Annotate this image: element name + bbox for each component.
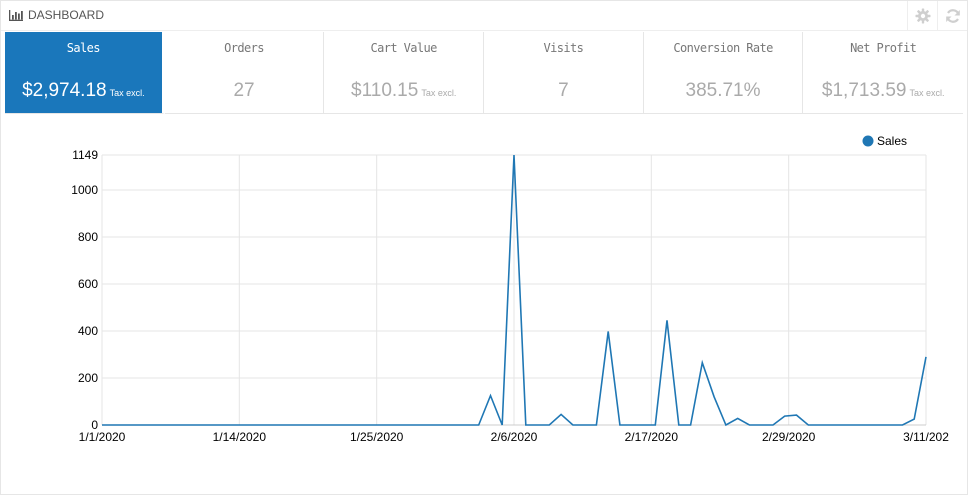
kpi-sales-tab[interactable]: Sales $2,974.18 Tax excl.	[5, 32, 165, 114]
kpi-unit: Tax excl.	[909, 88, 945, 98]
kpi-label: Visits	[543, 41, 584, 55]
sales-series-line	[102, 154, 927, 427]
kpi-unit: Tax excl.	[421, 88, 457, 98]
kpi-tabs: Sales $2,974.18 Tax excl. Orders 27 Cart …	[5, 32, 964, 116]
y-tick-label: 400	[78, 324, 98, 338]
legend-label: Sales	[877, 134, 907, 148]
bar-chart-icon	[9, 10, 23, 21]
kpi-label: Conversion Rate	[673, 41, 773, 55]
y-tick-label: 0	[91, 418, 98, 432]
x-tick-label: 1/25/2020	[350, 430, 404, 444]
refresh-icon	[945, 9, 960, 23]
x-tick-label: 2/29/2020	[762, 430, 816, 444]
x-tick-label: 2/6/2020	[491, 430, 538, 444]
settings-button[interactable]	[907, 1, 937, 31]
gear-icon	[915, 8, 930, 24]
x-tick-label: 1/14/2020	[213, 430, 267, 444]
kpi-value: 7	[484, 80, 643, 102]
kpi-amount: 27	[233, 80, 255, 101]
kpi-cart-value-tab[interactable]: Cart Value $110.15 Tax excl.	[324, 32, 485, 114]
kpi-value: 385.71%	[644, 80, 803, 102]
kpi-orders-tab[interactable]: Orders 27	[164, 32, 325, 114]
refresh-button[interactable]	[937, 1, 967, 31]
kpi-value: $2,974.18 Tax excl.	[5, 80, 162, 102]
kpi-label: Cart Value	[370, 41, 438, 55]
kpi-value: 27	[165, 80, 324, 102]
sales-line-chart: 0 200 400 600 800 1000 1149 1/1/2020 1/14/2020 1/…	[71, 134, 949, 444]
y-tick-label: 1149	[72, 148, 98, 162]
kpi-unit: Tax excl.	[109, 88, 145, 98]
kpi-amount: $110.15	[351, 80, 419, 101]
x-tick-label: 1/1/2020	[79, 430, 126, 444]
kpi-visits-tab[interactable]: Visits 7	[484, 32, 644, 114]
x-tick-label: 2/17/2020	[625, 430, 679, 444]
kpi-amount: $1,713.59	[821, 80, 907, 101]
y-tick-label: 800	[78, 230, 98, 244]
kpi-conversion-rate-tab[interactable]: Conversion Rate 385.71%	[643, 32, 804, 114]
panel-title: DASHBOARD	[28, 8, 105, 22]
kpi-amount: 385.71%	[685, 80, 761, 101]
kpi-value: $110.15 Tax excl.	[324, 80, 483, 102]
kpi-amount: $2,974.18	[22, 80, 107, 101]
kpi-label: Net Profit	[850, 41, 917, 55]
y-tick-label: 1000	[71, 183, 98, 197]
y-tick-label: 600	[78, 277, 98, 291]
sales-chart: 0 200 400 600 800 1000 1149 1/1/2020 1/14/2020 1/…	[1, 117, 967, 495]
x-tick-label: 3/11/202	[903, 430, 949, 444]
kpi-label: Orders	[224, 41, 264, 55]
kpi-label: Sales	[66, 41, 101, 55]
kpi-net-profit-tab[interactable]: Net Profit $1,713.59 Tax excl.	[803, 32, 964, 114]
kpi-amount: 7	[558, 80, 569, 101]
kpi-value: $1,713.59 Tax excl.	[803, 80, 963, 102]
legend-marker	[862, 135, 874, 147]
y-tick-label: 200	[78, 371, 98, 385]
panel-header: DASHBOARD	[1, 1, 967, 31]
